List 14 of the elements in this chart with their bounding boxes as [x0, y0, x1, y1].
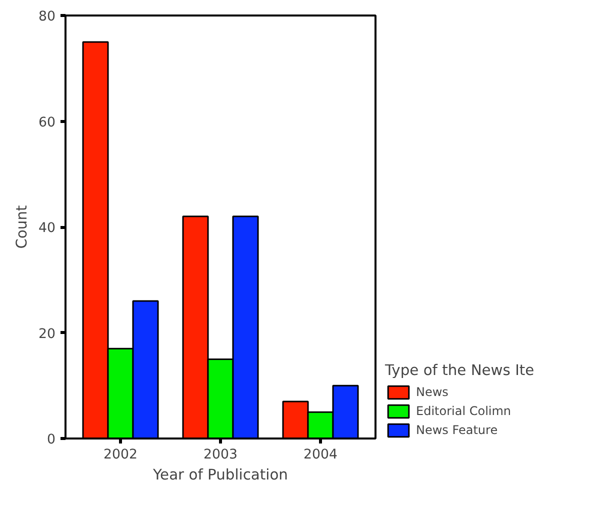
y-tick-label: 20 [38, 326, 56, 342]
legend-label: News [416, 385, 448, 399]
y-tick-label: 80 [38, 10, 56, 24]
x-tick-label: 2004 [304, 448, 338, 462]
y-tick-label: 0 [47, 432, 56, 448]
legend-label: News Feature [416, 423, 498, 437]
legend-title: Type of the News Ite [385, 362, 534, 379]
x-tick-label: 2003 [204, 448, 238, 462]
y-axis-title: Count [14, 204, 31, 249]
y-tick-label: 60 [38, 115, 56, 130]
x-tick-label: 2002 [104, 448, 138, 462]
x-axis-title: Year of Publication [152, 466, 288, 484]
y-tick-label: 40 [38, 221, 56, 236]
legend-label: Editorial Colimn [416, 404, 512, 418]
